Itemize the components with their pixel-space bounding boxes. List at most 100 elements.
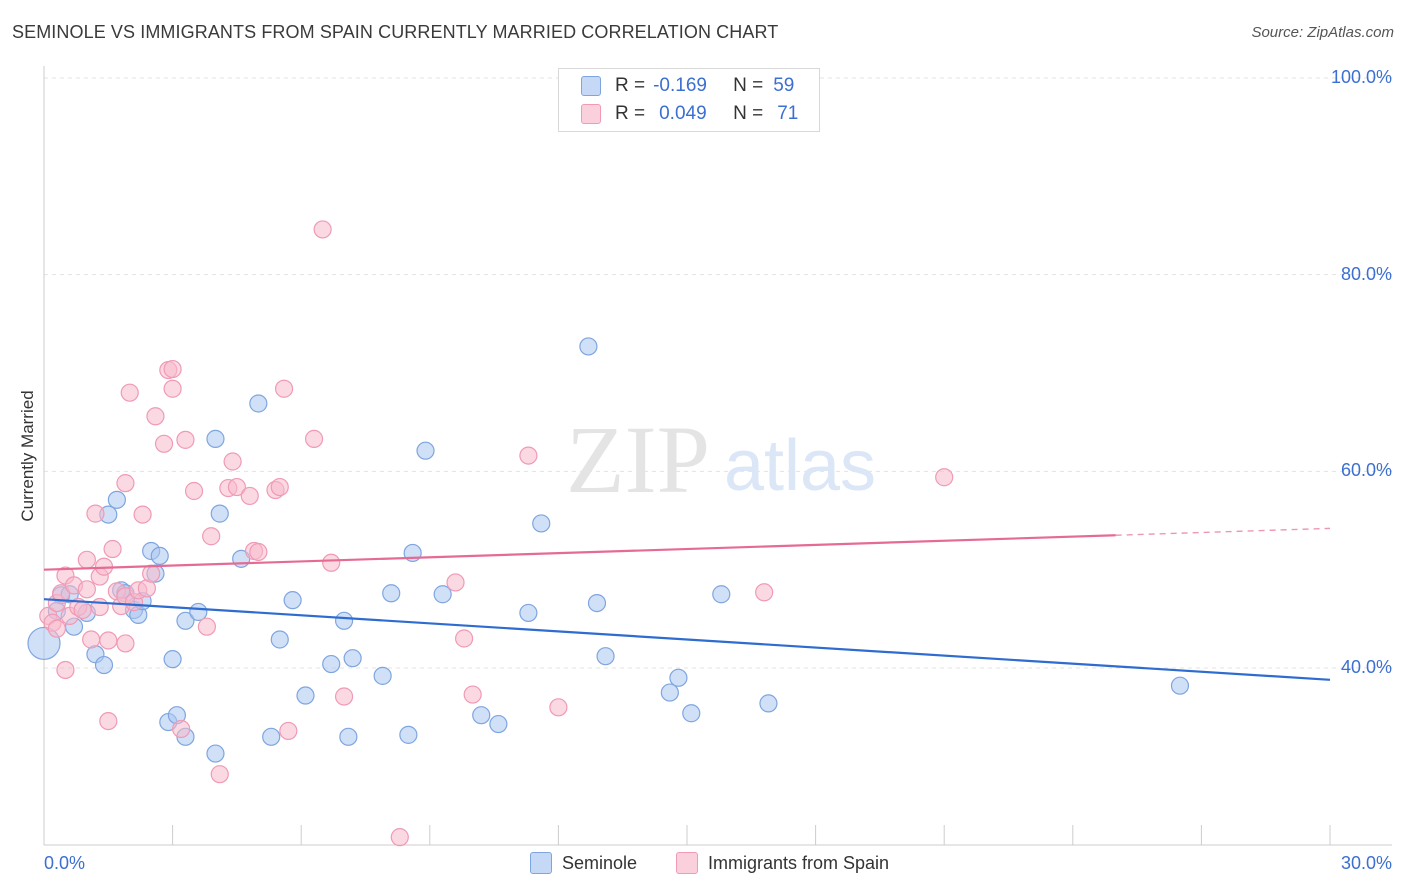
point-seminole bbox=[334, 611, 354, 630]
data-points bbox=[27, 220, 1190, 847]
point-seminole bbox=[519, 603, 538, 623]
point-spain bbox=[935, 468, 954, 487]
point-seminole bbox=[373, 666, 392, 685]
point-seminole bbox=[189, 602, 208, 622]
x-tick-label-min: 0.0% bbox=[44, 853, 86, 873]
n-label: N = bbox=[733, 75, 764, 96]
point-seminole bbox=[532, 514, 551, 533]
point-seminole bbox=[296, 686, 315, 705]
point-seminole bbox=[249, 394, 268, 413]
point-spain bbox=[227, 477, 246, 497]
point-seminole bbox=[1170, 676, 1190, 695]
point-spain bbox=[99, 711, 118, 731]
y-tick-label: 100.0% bbox=[1330, 67, 1392, 87]
point-seminole bbox=[94, 655, 114, 675]
point-seminole bbox=[210, 504, 229, 523]
point-spain bbox=[202, 527, 221, 546]
point-seminole bbox=[107, 490, 126, 509]
point-spain bbox=[270, 477, 289, 497]
y-tick-label: 40.0% bbox=[1340, 657, 1392, 677]
point-seminole bbox=[206, 744, 225, 763]
watermark-atlas: atlas bbox=[724, 426, 876, 506]
r-value: 0.049 bbox=[659, 103, 707, 124]
point-seminole bbox=[416, 441, 435, 460]
point-spain bbox=[103, 539, 122, 559]
point-spain bbox=[197, 617, 216, 636]
point-spain bbox=[133, 505, 152, 524]
legend-item-seminole: Seminole bbox=[530, 852, 637, 874]
point-spain bbox=[82, 630, 101, 649]
point-spain bbox=[184, 481, 204, 501]
swatch-spain bbox=[581, 104, 601, 124]
point-spain bbox=[519, 446, 538, 465]
point-seminole bbox=[176, 611, 195, 630]
chart-title: SEMINOLE VS IMMIGRANTS FROM SPAIN CURREN… bbox=[12, 22, 779, 42]
point-spain bbox=[446, 573, 465, 592]
point-seminole bbox=[399, 725, 418, 744]
point-spain bbox=[279, 721, 298, 741]
point-seminole bbox=[669, 668, 688, 687]
source-label: Source: ZipAtlas.com bbox=[1251, 24, 1394, 41]
point-spain bbox=[86, 504, 105, 523]
point-seminole bbox=[339, 727, 358, 746]
point-spain bbox=[99, 631, 118, 650]
point-spain bbox=[755, 583, 774, 602]
axes bbox=[43, 66, 1392, 846]
point-spain bbox=[146, 407, 165, 426]
point-spain bbox=[120, 383, 139, 402]
stats-row-seminole: R = -0.169 N = 59 bbox=[581, 73, 795, 99]
n-value: 71 bbox=[777, 103, 799, 124]
point-seminole bbox=[262, 727, 281, 746]
grid-lines bbox=[44, 77, 1392, 669]
r-value: -0.169 bbox=[653, 75, 707, 96]
r-label: R = bbox=[615, 103, 646, 124]
point-spain bbox=[463, 685, 482, 704]
legend-swatch-spain bbox=[676, 852, 698, 874]
n-value: 59 bbox=[773, 75, 795, 96]
point-seminole bbox=[283, 591, 302, 610]
point-spain bbox=[176, 430, 195, 449]
point-spain bbox=[163, 359, 182, 379]
x-tick-label-max: 30.0% bbox=[1340, 853, 1392, 873]
stats-row-spain: R = 0.049 N = 71 bbox=[581, 101, 799, 127]
point-spain bbox=[142, 564, 161, 583]
y-tick-label: 80.0% bbox=[1340, 263, 1392, 284]
n-label: N = bbox=[733, 103, 764, 124]
point-seminole bbox=[206, 429, 225, 448]
point-seminole bbox=[163, 650, 182, 669]
point-spain bbox=[274, 379, 294, 398]
point-seminole bbox=[682, 704, 701, 723]
point-spain bbox=[90, 597, 109, 617]
point-seminole bbox=[150, 546, 169, 566]
point-spain bbox=[322, 553, 341, 572]
point-spain bbox=[47, 619, 66, 638]
legend-swatch-seminole bbox=[530, 852, 552, 874]
point-spain bbox=[56, 660, 75, 680]
point-spain bbox=[210, 765, 229, 784]
legend-item-spain: Immigrants from Spain bbox=[676, 852, 889, 874]
trend-line-extension-spain bbox=[1115, 527, 1331, 536]
point-spain bbox=[77, 550, 96, 569]
point-seminole bbox=[343, 649, 362, 668]
point-seminole bbox=[660, 683, 679, 702]
point-spain bbox=[73, 600, 92, 620]
swatch-seminole bbox=[581, 76, 601, 96]
point-seminole bbox=[472, 706, 491, 725]
point-spain bbox=[454, 629, 474, 648]
point-seminole bbox=[579, 337, 598, 356]
point-seminole bbox=[596, 647, 615, 666]
point-spain bbox=[249, 542, 268, 562]
point-spain bbox=[334, 687, 354, 706]
point-spain bbox=[549, 698, 568, 717]
trend-line-seminole bbox=[43, 598, 1331, 681]
trend-lines bbox=[43, 527, 1331, 681]
point-spain bbox=[390, 828, 409, 847]
point-seminole bbox=[489, 714, 508, 734]
point-seminole bbox=[382, 584, 401, 603]
point-seminole bbox=[759, 694, 778, 713]
r-label: R = bbox=[615, 75, 646, 96]
point-spain bbox=[304, 429, 324, 448]
point-spain bbox=[77, 580, 96, 599]
legend-label-seminole: Seminole bbox=[562, 852, 638, 873]
